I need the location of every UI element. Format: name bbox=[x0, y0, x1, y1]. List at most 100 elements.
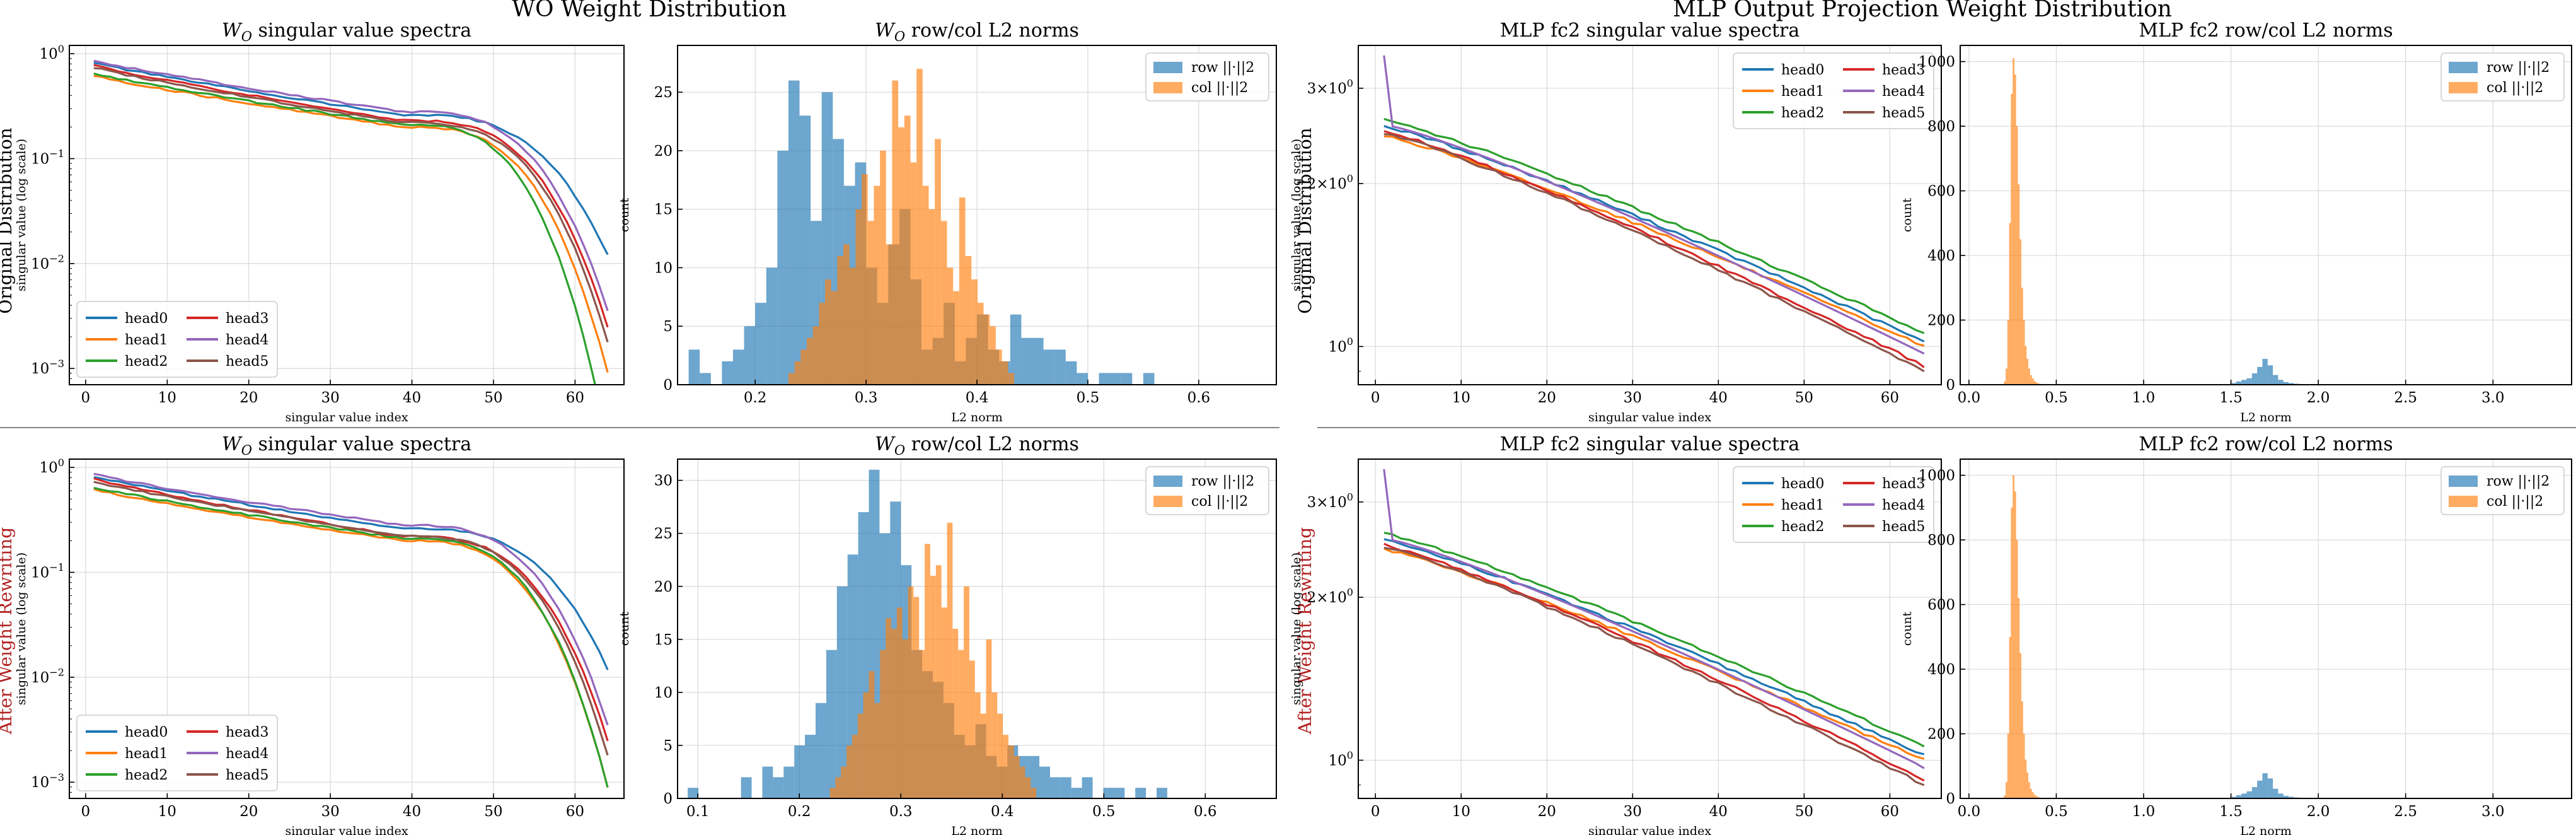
panel-mlp-sv-orig: 0 10 20 30 40 50 60 100 2×100 3×100 MLP fc2 singul… bbox=[1290, 20, 1942, 424]
legend-swatch-col bbox=[1153, 496, 1182, 507]
histogram-bar-col bbox=[863, 692, 869, 798]
histogram-bar-row bbox=[805, 735, 816, 798]
y-tick-label: 200 bbox=[1927, 313, 1955, 329]
histogram-bar-row bbox=[2289, 383, 2294, 385]
x-tick-label: 2.5 bbox=[2394, 803, 2417, 820]
histogram-bar-col bbox=[971, 279, 978, 385]
panel-title: MLP fc2 singular value spectra bbox=[1500, 433, 1800, 455]
histogram-bar-col bbox=[835, 777, 841, 798]
legend: row ||·||2 col ||·||2 bbox=[2440, 52, 2565, 102]
histogram-bar-col bbox=[824, 279, 831, 385]
histogram-bar-row bbox=[2267, 365, 2273, 385]
x-tick-label: 60 bbox=[1881, 803, 1899, 820]
legend-label-head2: head2 bbox=[1781, 105, 1824, 121]
series-line-head1 bbox=[1383, 135, 1925, 347]
histogram-bar-row bbox=[783, 766, 795, 798]
legend: head0 head1 head2 head3 head4 head5 bbox=[76, 715, 278, 791]
histogram-bar-col bbox=[2033, 794, 2036, 798]
histogram-bar-col bbox=[913, 597, 920, 798]
row-label-original-mlp: Original Distribution bbox=[1295, 127, 1315, 313]
x-ticks: 0 10 20 30 40 50 60 bbox=[1371, 380, 1899, 406]
series-line-head3 bbox=[1383, 542, 1925, 782]
histogram-bar-row bbox=[826, 650, 837, 798]
x-tick-label: 30 bbox=[321, 390, 339, 406]
x-ticks: 0.0 0.5 1.0 1.5 2.0 2.5 3.0 bbox=[1958, 380, 2505, 406]
legend-label-head0: head0 bbox=[125, 725, 168, 740]
series-line-head3 bbox=[1383, 130, 1925, 368]
x-tick-label: 0.5 bbox=[2045, 803, 2068, 820]
plot-area bbox=[93, 59, 609, 385]
histogram-bar-col bbox=[812, 326, 819, 385]
y-tick-label: 3×100 bbox=[1307, 491, 1353, 511]
histogram-bar-col bbox=[1025, 777, 1031, 798]
histogram-bar-col bbox=[2013, 475, 2014, 798]
histogram-bar-col bbox=[928, 209, 935, 385]
y-ticks: 100 2×100 3×100 bbox=[1307, 78, 1363, 372]
legend-label-head3: head3 bbox=[226, 311, 269, 327]
x-tick-label: 0.6 bbox=[1187, 390, 1211, 406]
histogram-bar-col bbox=[1003, 735, 1008, 798]
y-axis-label: count bbox=[618, 612, 632, 646]
histogram-bar-col bbox=[908, 586, 914, 798]
legend-label-head1: head1 bbox=[1781, 498, 1824, 513]
x-tick-label: 0.4 bbox=[966, 390, 989, 406]
histogram-bar-row bbox=[1143, 373, 1155, 385]
y-axis-label: singular value (log scale) bbox=[1290, 552, 1303, 705]
histogram-bar-row bbox=[2289, 797, 2294, 798]
y-tick-label: 10−1 bbox=[31, 561, 64, 581]
histogram-series-col bbox=[2004, 58, 2045, 385]
series-line-head4 bbox=[1383, 55, 1925, 355]
histogram-bar-col bbox=[2035, 382, 2037, 385]
histogram-bar-col bbox=[964, 586, 969, 798]
legend-label-head4: head4 bbox=[1882, 498, 1925, 513]
legend-label-head0: head0 bbox=[125, 311, 168, 327]
x-tick-label: 40 bbox=[403, 803, 421, 820]
legend-label-col: col ||·||2 bbox=[1191, 494, 1248, 510]
x-tick-label: 2.5 bbox=[2394, 390, 2417, 406]
histogram-bar-row bbox=[777, 150, 788, 385]
series-line-head4 bbox=[93, 472, 609, 726]
legend-swatch-col bbox=[2449, 82, 2478, 93]
y-ticks: 100 2×100 3×100 bbox=[1307, 491, 1363, 786]
histogram-bar-col bbox=[991, 692, 998, 798]
x-tick-label: 0.5 bbox=[2045, 390, 2068, 406]
histogram-bar-col bbox=[898, 127, 904, 385]
histogram-bar-col bbox=[788, 373, 795, 385]
histogram-bar-col bbox=[1008, 373, 1014, 385]
x-tick-label: 0 bbox=[1371, 803, 1380, 820]
histogram-bar-col bbox=[977, 303, 984, 385]
legend-label-row: row ||·||2 bbox=[1191, 60, 1254, 76]
histogram-bar-row bbox=[2278, 380, 2284, 385]
series-line-head5 bbox=[93, 481, 609, 756]
histogram-bar-col bbox=[2016, 540, 2018, 798]
histogram-bar-row bbox=[1082, 777, 1093, 798]
histogram-bar-col bbox=[2006, 368, 2007, 385]
legend-label-row: row ||·||2 bbox=[2486, 60, 2550, 76]
legend-label-row: row ||·||2 bbox=[2486, 474, 2550, 489]
histogram-bar-col bbox=[886, 244, 892, 385]
legend-box bbox=[1733, 52, 1934, 129]
histogram-bar-col bbox=[952, 629, 959, 798]
legend-label-head2: head2 bbox=[1781, 519, 1824, 535]
series-line-head4 bbox=[1383, 469, 1925, 769]
histogram-bar-col bbox=[2021, 701, 2023, 798]
histogram-bar-col bbox=[2024, 346, 2027, 385]
x-tick-label: 0.3 bbox=[855, 390, 878, 406]
y-tick-label: 25 bbox=[654, 85, 673, 101]
x-tick-label: 1.0 bbox=[2132, 803, 2156, 820]
histogram-bar-col bbox=[2024, 759, 2027, 798]
x-tick-label: 60 bbox=[1881, 390, 1899, 406]
histogram-series-col bbox=[2004, 475, 2045, 798]
series-line-head5 bbox=[93, 67, 609, 342]
histogram-bar-col bbox=[2036, 797, 2039, 798]
histogram-bar-row bbox=[2283, 795, 2289, 798]
histogram-bar-row bbox=[1060, 777, 1071, 798]
x-tick-label: 0.5 bbox=[1077, 390, 1100, 406]
legend: head0 head1 head2 head3 head4 head5 bbox=[1733, 466, 1934, 543]
x-ticks: 0 10 20 30 40 50 60 bbox=[81, 380, 584, 406]
series-line-head4 bbox=[93, 59, 609, 312]
histogram-bar-col bbox=[904, 115, 911, 385]
histogram-bar-row bbox=[2241, 380, 2247, 385]
histogram-bar-col bbox=[2011, 507, 2013, 798]
